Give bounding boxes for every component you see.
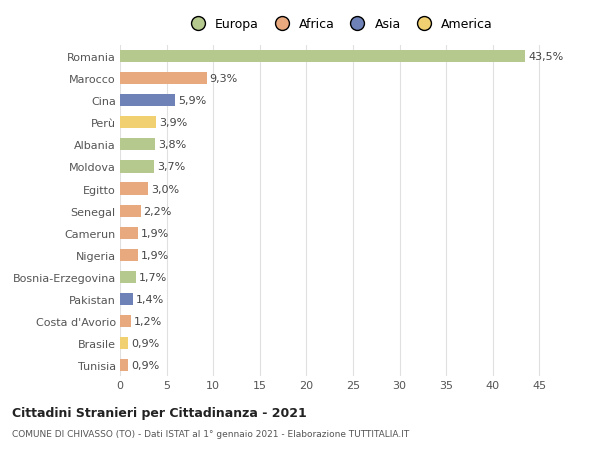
Bar — [120, 271, 136, 283]
Bar — [120, 73, 206, 85]
Bar — [120, 183, 148, 195]
Bar — [120, 95, 175, 107]
Text: 3,7%: 3,7% — [157, 162, 185, 172]
Bar — [120, 51, 526, 63]
Text: 1,9%: 1,9% — [140, 250, 169, 260]
Text: 3,0%: 3,0% — [151, 184, 179, 194]
Bar — [120, 249, 138, 261]
Text: 1,7%: 1,7% — [139, 272, 167, 282]
Text: 2,2%: 2,2% — [143, 206, 172, 216]
Text: Cittadini Stranieri per Cittadinanza - 2021: Cittadini Stranieri per Cittadinanza - 2… — [12, 406, 307, 419]
Text: 5,9%: 5,9% — [178, 96, 206, 106]
Text: 1,9%: 1,9% — [140, 228, 169, 238]
Bar — [120, 161, 154, 173]
Text: COMUNE DI CHIVASSO (TO) - Dati ISTAT al 1° gennaio 2021 - Elaborazione TUTTITALI: COMUNE DI CHIVASSO (TO) - Dati ISTAT al … — [12, 429, 409, 438]
Bar — [120, 205, 140, 217]
Text: 3,8%: 3,8% — [158, 140, 187, 150]
Bar — [120, 117, 157, 129]
Bar — [120, 293, 133, 305]
Bar — [120, 337, 128, 349]
Bar — [120, 315, 131, 327]
Text: 3,9%: 3,9% — [159, 118, 187, 128]
Text: 43,5%: 43,5% — [528, 52, 563, 62]
Text: 1,2%: 1,2% — [134, 316, 162, 326]
Text: 9,3%: 9,3% — [209, 74, 238, 84]
Bar — [120, 227, 138, 239]
Legend: Europa, Africa, Asia, America: Europa, Africa, Asia, America — [180, 13, 498, 36]
Bar — [120, 359, 128, 371]
Text: 0,9%: 0,9% — [131, 360, 160, 370]
Text: 0,9%: 0,9% — [131, 338, 160, 348]
Bar — [120, 139, 155, 151]
Text: 1,4%: 1,4% — [136, 294, 164, 304]
